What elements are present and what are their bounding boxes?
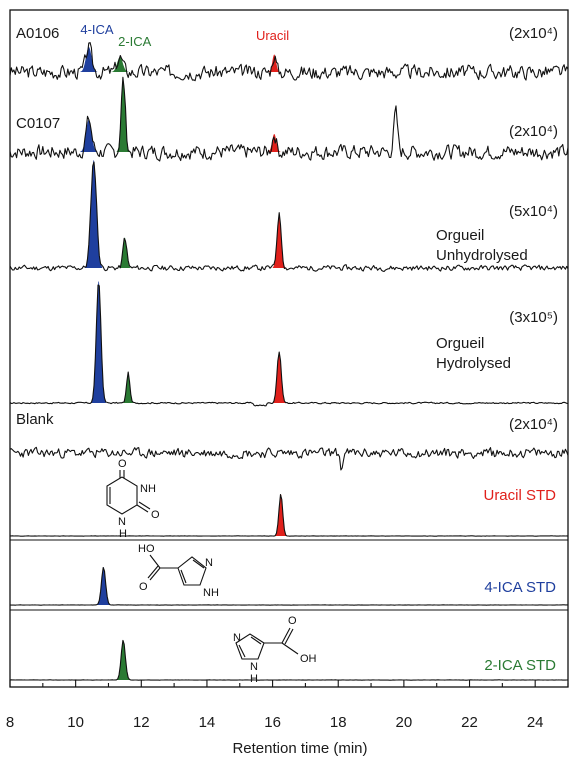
struct-label: O — [118, 458, 127, 470]
trace-name-label: Hydrolysed — [436, 355, 511, 372]
x-tick-label: 16 — [264, 714, 281, 731]
trace-0: A0106 (2x10⁴) — [9, 25, 569, 82]
x-axis: 8 10 12 14 16 18 20 22 24 — [6, 680, 569, 731]
4-ica-structure: HO O N NH — [138, 543, 219, 599]
trace-sample-label: Blank — [16, 411, 54, 428]
trace-1: C0107 (2x10⁴) — [9, 76, 569, 162]
x-tick-label: 10 — [67, 714, 84, 731]
trace-scale-label: (2x10⁴) — [509, 416, 558, 433]
x-axis-title: Retention time (min) — [232, 740, 367, 757]
struct-label: N — [118, 516, 126, 528]
struct-label: NH — [203, 587, 219, 599]
trace-scale-label: (2x10⁴) — [509, 25, 558, 42]
x-tick-label: 24 — [527, 714, 544, 731]
trace-sample-label: C0107 — [16, 115, 60, 132]
trace-line-0 — [9, 42, 569, 82]
trace-7: 2-ICA STD — [9, 639, 569, 681]
struct-label: O — [288, 615, 297, 627]
trace-4: Blank (2x10⁴) — [9, 411, 569, 471]
trace-name-label: Orgueil — [436, 227, 484, 244]
trace-line-3 — [9, 284, 569, 407]
x-tick-label: 8 — [6, 714, 14, 731]
trace-5: Uracil STD — [10, 487, 569, 537]
struct-label: OH — [300, 653, 317, 665]
x-tick-label: 22 — [461, 714, 478, 731]
struct-label: N — [205, 557, 213, 569]
peak-2-ica-t1 — [116, 80, 130, 152]
trace-line-2 — [9, 161, 569, 272]
trace-3: (3x10⁵) Orgueil Hydrolysed — [9, 281, 569, 407]
2-ica-structure: N O OH N H — [233, 615, 317, 685]
peak-2-ica-t0 — [111, 57, 129, 72]
peak-label-uracil: Uracil — [256, 28, 289, 43]
struct-label: H — [250, 673, 258, 685]
trace-name-label: Uracil STD — [483, 487, 556, 504]
x-tick-label: 12 — [133, 714, 150, 731]
trace-name-label: Orgueil — [436, 335, 484, 352]
trace-line-5 — [10, 494, 569, 537]
trace-2: (5x10⁴) Orgueil Unhydrolysed — [9, 160, 569, 272]
trace-name-label: 2-ICA STD — [484, 657, 556, 674]
trace-name-label: 4-ICA STD — [484, 579, 556, 596]
trace-6: 4-ICA STD — [9, 567, 568, 606]
trace-name-label: Unhydrolysed — [436, 247, 528, 264]
struct-label: NH — [140, 483, 156, 495]
peak-label-2-ica: 2-ICA — [118, 34, 152, 49]
trace-line-7 — [9, 639, 569, 681]
trace-line-6 — [9, 567, 568, 606]
traces-layer: A0106 (2x10⁴) C0107 (2x10⁴) (5x10⁴) Orgueil Un… — [9, 25, 569, 681]
struct-label: N — [250, 661, 258, 673]
uracil-structure: O NH O N H — [106, 458, 160, 540]
x-tick-label: 20 — [396, 714, 413, 731]
x-tick-label: 18 — [330, 714, 347, 731]
plot-frame — [9, 9, 569, 688]
struct-label: O — [151, 509, 160, 521]
trace-scale-label: (2x10⁴) — [509, 123, 558, 140]
trace-line-1 — [9, 76, 569, 162]
struct-label: O — [139, 581, 148, 593]
trace-scale-label: (5x10⁴) — [509, 203, 558, 220]
peak-label-4-ica: 4-ICA — [80, 22, 114, 37]
trace-sample-label: A0106 — [16, 25, 59, 42]
struct-label: H — [119, 528, 127, 540]
struct-label: HO — [138, 543, 155, 555]
trace-scale-label: (3x10⁵) — [509, 309, 558, 326]
trace-line-4 — [9, 446, 569, 471]
peak-4-ica-t0 — [80, 47, 98, 72]
struct-label: N — [233, 632, 241, 644]
x-tick-label: 14 — [199, 714, 216, 731]
